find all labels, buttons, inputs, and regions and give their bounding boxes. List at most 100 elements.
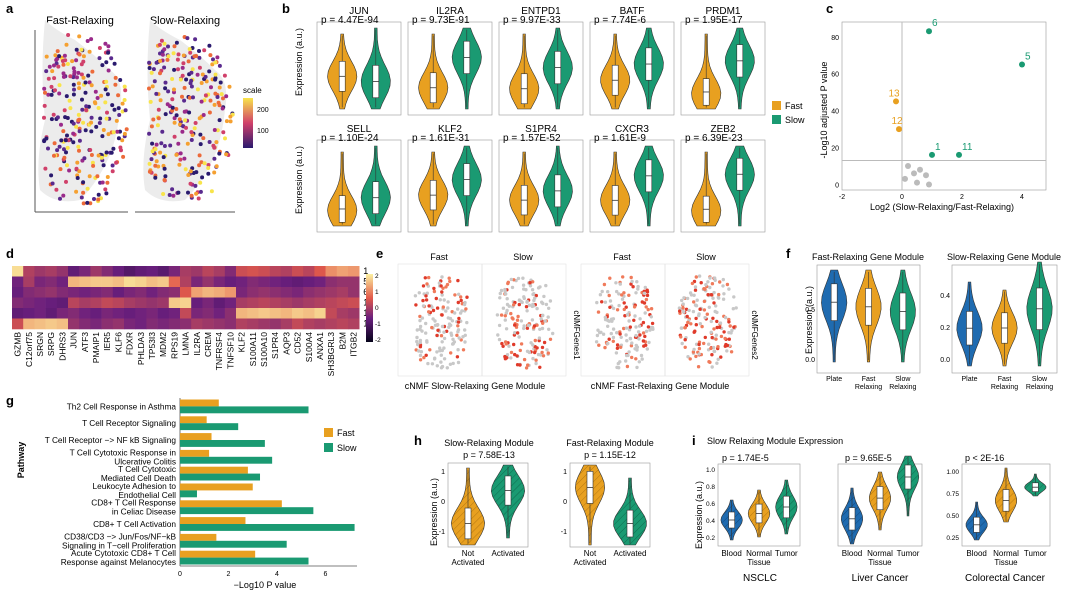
umap-dot: [219, 92, 224, 97]
heatmap-cell: [56, 266, 69, 277]
panel-f-frame: [951, 264, 1058, 374]
umap-dot: [421, 298, 425, 303]
umap-dot: [82, 156, 87, 161]
umap-dot: [596, 310, 601, 314]
umap-dot: [114, 118, 119, 123]
umap-dot: [49, 173, 54, 178]
umap-dot: [625, 364, 630, 369]
heatmap-col-label: RPS19: [169, 332, 179, 359]
umap-dot: [79, 47, 84, 52]
umap-dot: [95, 96, 100, 100]
umap-dot: [714, 337, 718, 341]
umap-dot: [174, 40, 179, 45]
panel-c-point-label: 12: [891, 116, 903, 127]
umap-dot: [710, 282, 715, 286]
umap-dot: [630, 279, 634, 284]
heatmap-cell: [280, 318, 293, 330]
umap-dot: [535, 346, 539, 350]
heatmap-cell: [112, 318, 125, 330]
umap-dot: [509, 311, 513, 316]
umap-dot: [105, 180, 110, 185]
panel-g-bar-fast: [180, 433, 212, 440]
umap-dot: [154, 159, 159, 164]
heatmap-cell: [280, 276, 293, 288]
umap-dot: [98, 116, 103, 121]
panel-c-ylabel: -Log10 adjusted P value: [819, 62, 829, 159]
umap-dot: [182, 98, 187, 103]
umap-dot: [87, 49, 92, 54]
umap-dot: [687, 308, 691, 313]
heatmap-cell: [213, 276, 226, 288]
umap-dot: [518, 363, 522, 367]
umap-dot: [419, 350, 424, 354]
umap-dot: [220, 106, 225, 111]
heatmap-cell: [224, 276, 237, 288]
umap-dot: [177, 117, 182, 122]
umap-dot: [641, 331, 646, 335]
umap-dot: [522, 326, 526, 331]
umap-dot: [99, 155, 104, 160]
umap-dot: [689, 293, 694, 297]
umap-dot: [634, 325, 638, 329]
umap-dot: [49, 92, 54, 97]
umap-dot: [611, 339, 615, 343]
umap-dot: [594, 340, 599, 344]
heatmap-cell: [269, 287, 282, 298]
umap-dot: [440, 348, 444, 353]
umap-dot: [539, 317, 543, 321]
umap-dot: [61, 74, 66, 79]
umap-dot: [682, 296, 686, 300]
umap-dot: [105, 92, 110, 97]
heatmap-cell: [112, 276, 125, 288]
umap-dot: [187, 110, 192, 115]
panel-b-gene-name: BATF: [620, 6, 645, 17]
umap-dot: [185, 36, 190, 41]
umap-dot: [727, 337, 731, 341]
umap-dot: [693, 329, 697, 333]
umap-dot: [729, 331, 733, 335]
heatmap-cell: [157, 276, 170, 288]
umap-dot: [694, 275, 698, 279]
panel-g-bar-fast: [180, 550, 256, 558]
heatmap-cell: [180, 308, 192, 319]
panel-i-group-label: Blood: [721, 549, 741, 558]
umap-dot: [161, 192, 166, 196]
umap-dot: [51, 112, 56, 117]
umap-dot: [622, 326, 626, 331]
umap-dot: [111, 146, 116, 151]
umap-dot: [160, 129, 165, 134]
umap-dot: [456, 300, 460, 305]
umap-dot: [517, 302, 521, 307]
umap-dot: [457, 336, 461, 340]
umap-dot: [615, 346, 620, 350]
heatmap-cell: [34, 297, 46, 309]
umap-dot: [153, 147, 158, 152]
umap-dot: [497, 337, 502, 342]
umap-dot: [89, 115, 94, 120]
heatmap-cell: [336, 276, 349, 288]
umap-dot: [418, 324, 423, 329]
heatmap-cell: [303, 266, 315, 277]
umap-dot: [692, 347, 696, 352]
heatmap-col-label: GZMB: [13, 332, 23, 357]
umap-dot: [463, 328, 467, 332]
umap-dot: [96, 106, 101, 110]
umap-dot: [184, 77, 189, 82]
umap-dot: [172, 134, 177, 139]
heatmap-cell: [314, 287, 326, 298]
umap-dot: [191, 171, 196, 175]
umap-dot: [636, 287, 640, 291]
umap-dot: [192, 54, 197, 59]
umap-dot: [732, 325, 736, 329]
heatmap-cell: [68, 308, 80, 319]
umap-dot: [712, 290, 716, 295]
umap-dot: [174, 152, 179, 157]
panel-b-pvalue: p = 1.61E-9: [594, 133, 646, 144]
heatmap-col-label: CREM: [203, 332, 213, 357]
umap-dot: [76, 118, 81, 123]
umap-dot: [645, 288, 649, 292]
heatmap-cell: [336, 287, 349, 298]
umap-dot: [634, 357, 638, 361]
umap-dot: [519, 319, 524, 323]
umap-dot: [627, 328, 632, 332]
